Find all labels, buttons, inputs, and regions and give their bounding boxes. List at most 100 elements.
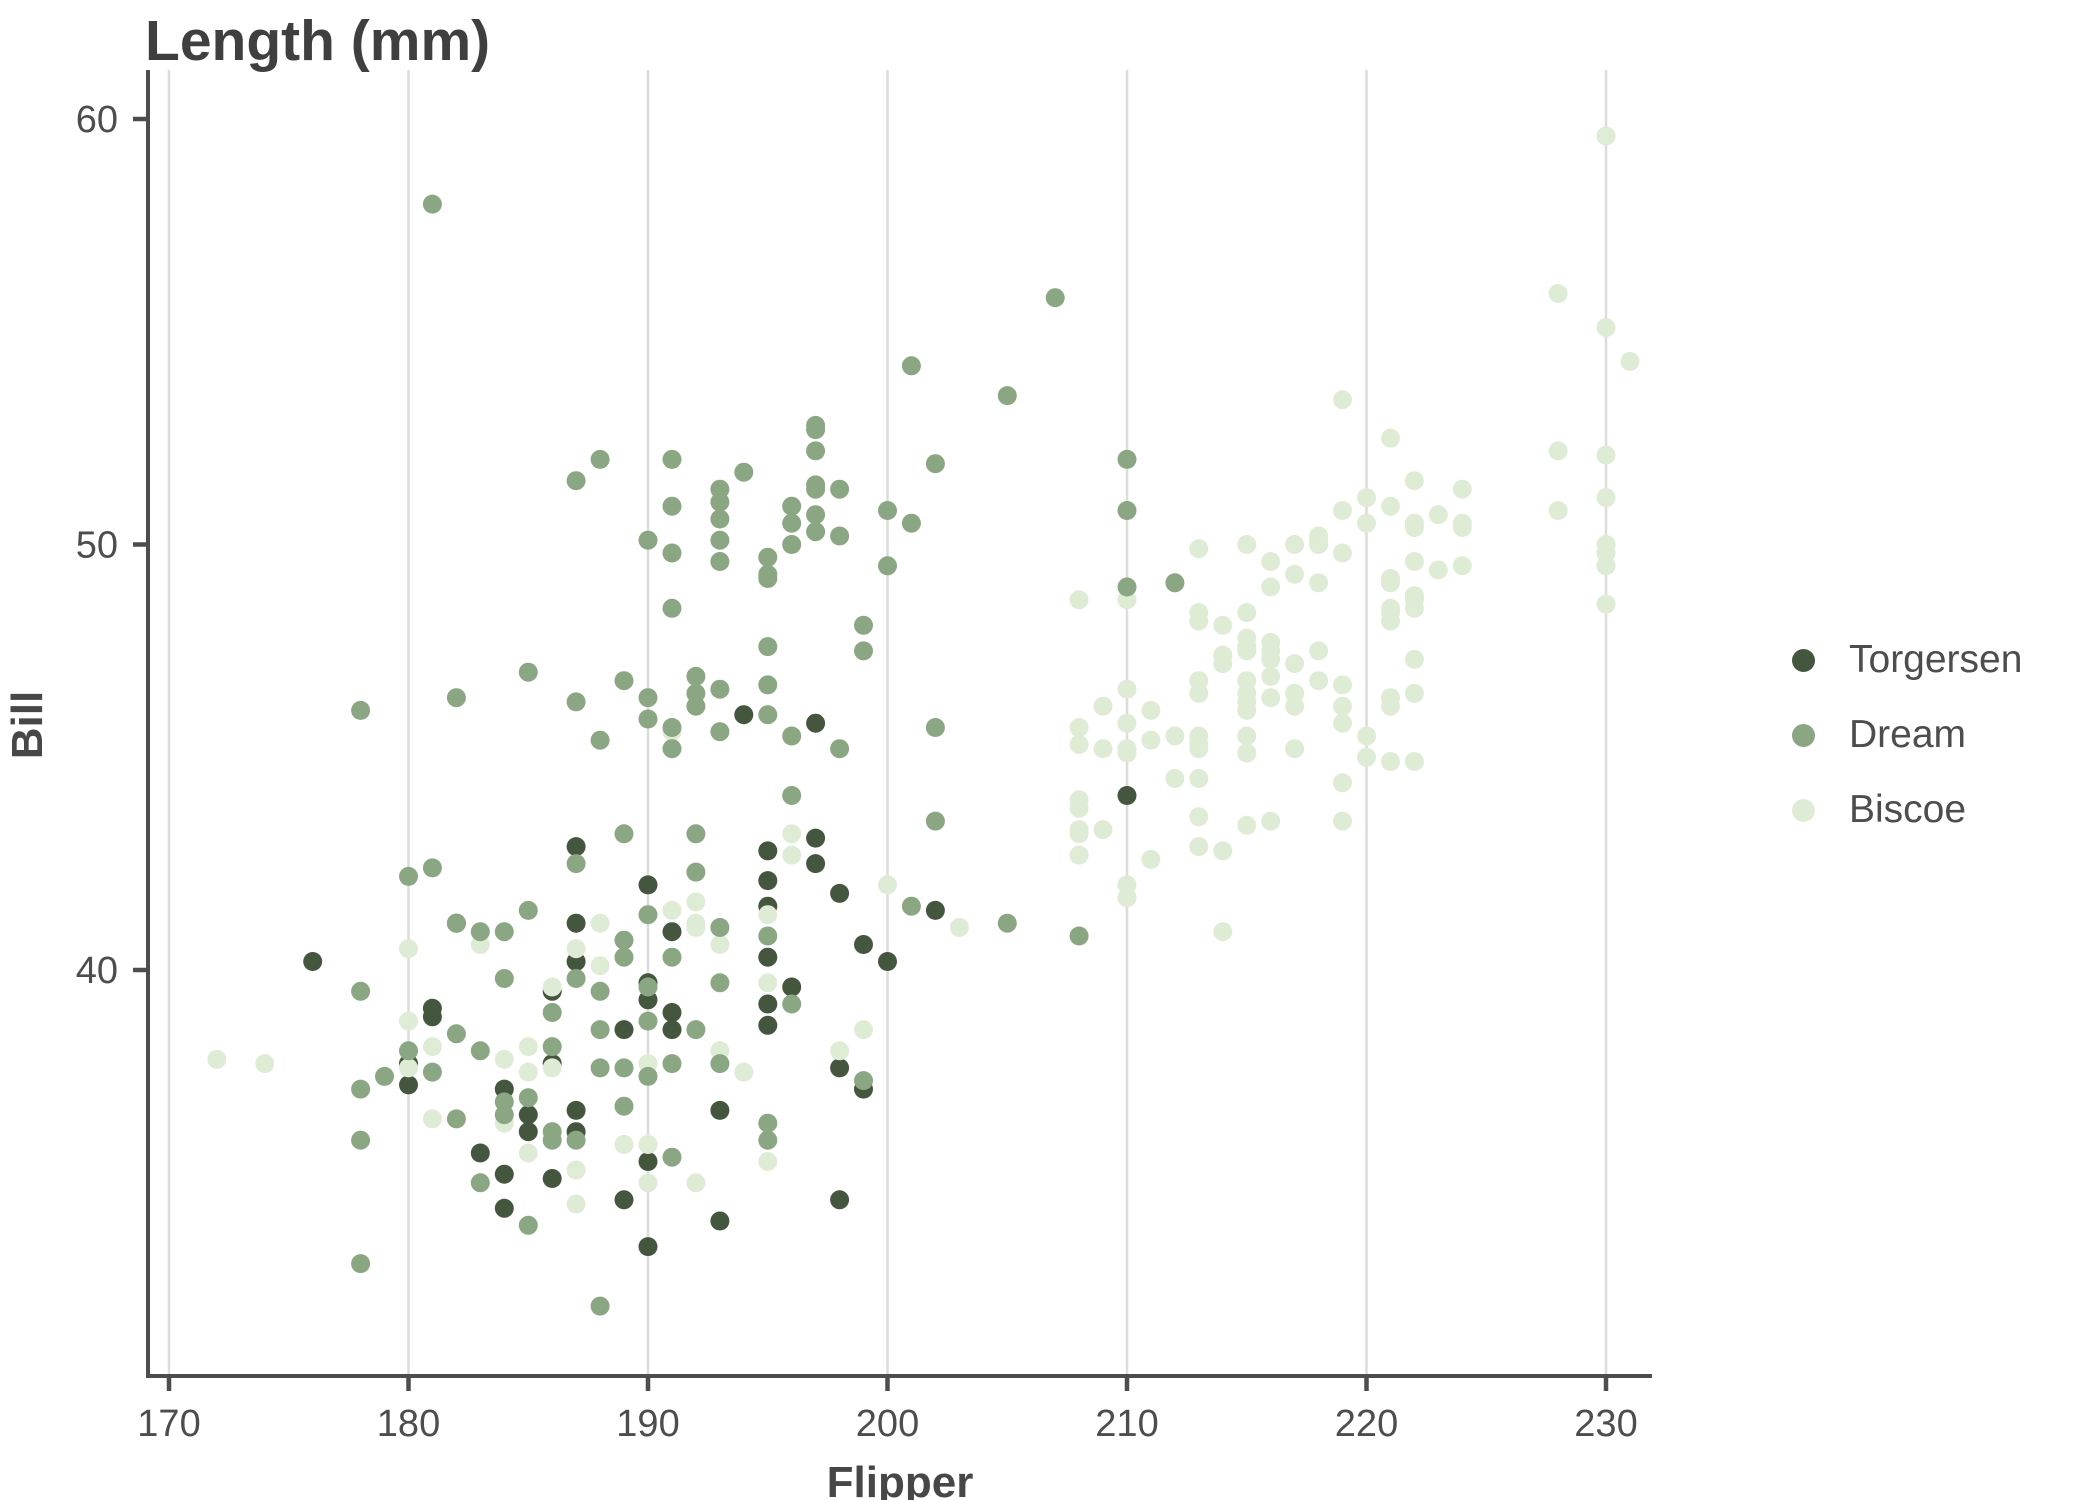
point [686, 862, 706, 882]
y-axis-title: Bill [3, 690, 52, 760]
legend-swatch-icon [1792, 798, 1815, 822]
point [1596, 488, 1616, 508]
point [1596, 556, 1616, 576]
point [1117, 501, 1137, 520]
point [1093, 820, 1113, 840]
point [494, 1164, 514, 1184]
point [1285, 564, 1305, 584]
point [638, 1237, 658, 1257]
point [1548, 501, 1568, 520]
point [422, 858, 442, 878]
point [614, 824, 634, 844]
point [422, 194, 442, 214]
point [806, 415, 826, 435]
point [758, 547, 778, 567]
point [1237, 603, 1257, 623]
point [638, 1066, 658, 1086]
point [686, 696, 706, 716]
point [686, 892, 706, 912]
point [1093, 696, 1113, 716]
point [1548, 284, 1568, 303]
point [1117, 786, 1137, 805]
point [590, 956, 610, 976]
point [422, 1007, 442, 1027]
series-dream [351, 194, 1185, 1316]
point [518, 1143, 538, 1163]
point [662, 449, 682, 469]
point [422, 1062, 442, 1082]
point [470, 922, 490, 942]
series-torgersen [303, 705, 1137, 1257]
point [710, 918, 730, 937]
point [566, 1160, 586, 1180]
point [422, 1037, 442, 1057]
point [494, 1092, 514, 1112]
point [1117, 713, 1137, 733]
point [1285, 739, 1305, 759]
point [1596, 445, 1616, 465]
point [1117, 739, 1137, 759]
point [997, 386, 1017, 406]
point [1309, 641, 1329, 661]
point [1309, 573, 1329, 593]
point [1237, 535, 1257, 554]
point [1069, 845, 1089, 865]
point [1404, 683, 1424, 703]
point [1069, 735, 1089, 754]
point [1141, 730, 1161, 750]
point [590, 1296, 610, 1316]
point [854, 1071, 873, 1091]
point [806, 441, 826, 461]
point [734, 462, 754, 482]
point [830, 739, 850, 759]
point [518, 1105, 538, 1125]
gridlines [167, 70, 1608, 1376]
point [878, 556, 897, 576]
point [758, 1113, 778, 1133]
point [782, 513, 802, 533]
point [1261, 577, 1281, 597]
point [1596, 318, 1616, 337]
point [518, 1088, 538, 1108]
point [1213, 615, 1233, 635]
x-tick-label: 180 [377, 1403, 440, 1445]
x-tick-label: 210 [1095, 1403, 1158, 1445]
series-biscoe [207, 126, 1640, 1214]
point [638, 688, 658, 708]
point [518, 1215, 538, 1235]
point [1141, 700, 1161, 720]
point [614, 671, 634, 691]
point [1548, 441, 1568, 461]
point [446, 1024, 466, 1044]
point [758, 1015, 778, 1035]
point [1165, 726, 1185, 746]
point [1069, 590, 1089, 610]
point [518, 1062, 538, 1082]
point [806, 505, 826, 525]
point [710, 1100, 730, 1120]
point [662, 1147, 682, 1167]
point [399, 866, 418, 886]
point [614, 1020, 634, 1040]
point [542, 1169, 562, 1188]
legend-label: Dream [1849, 713, 1967, 756]
point [1333, 390, 1352, 410]
x-axis-title: Flipper [826, 1458, 974, 1500]
point [662, 900, 682, 920]
data-points [207, 126, 1640, 1316]
point [1309, 530, 1329, 550]
point [758, 1130, 778, 1150]
point [782, 845, 802, 865]
point [638, 1135, 658, 1154]
axes [133, 70, 1652, 1391]
point [446, 1109, 466, 1129]
point [758, 1152, 778, 1171]
point [1333, 713, 1352, 733]
point [662, 1054, 682, 1074]
point [782, 994, 802, 1014]
point [1069, 820, 1089, 840]
point [1261, 552, 1281, 571]
point [1381, 428, 1400, 448]
point [566, 913, 586, 933]
point [662, 718, 682, 737]
